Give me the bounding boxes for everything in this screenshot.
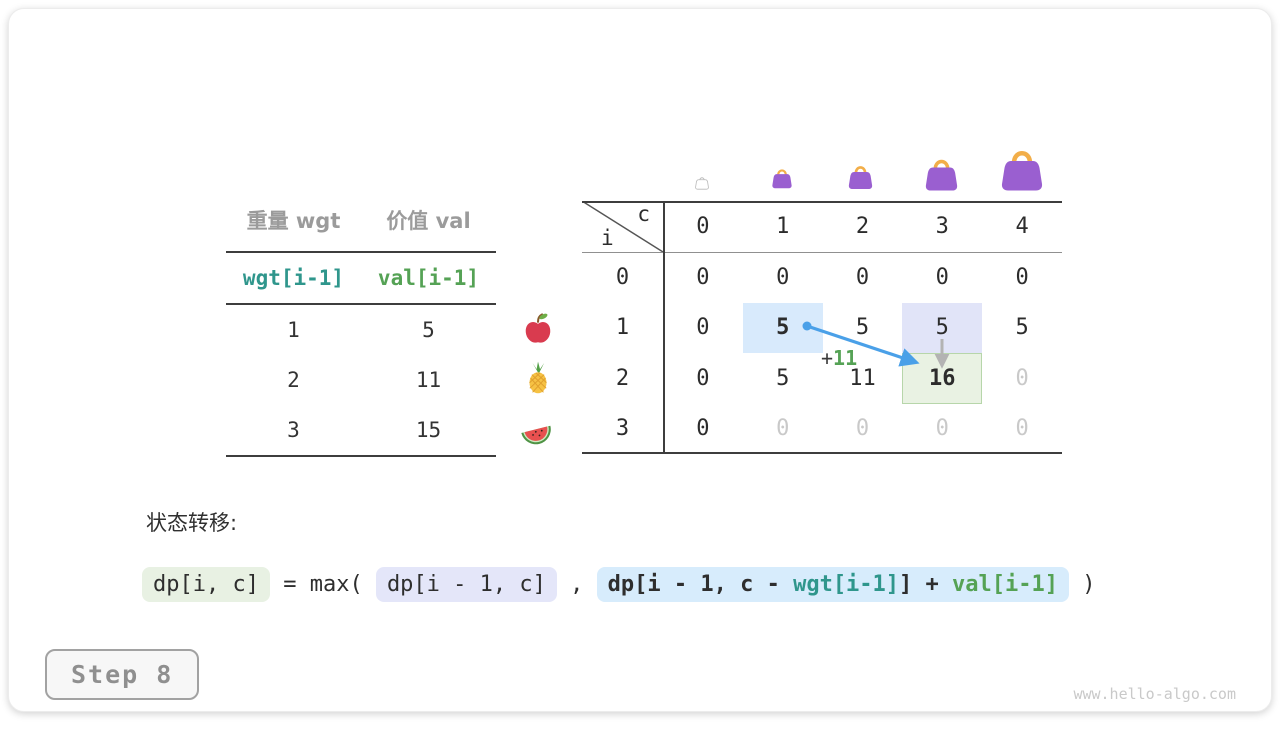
item-3-weight: 3 <box>226 405 361 455</box>
dp-cell-2-3-result-highlight: 16 <box>902 353 982 404</box>
dp-cell-0-1: 0 <box>743 252 823 303</box>
dp-cell-3-1: 0 <box>743 404 823 455</box>
dp-cell-3-3: 0 <box>902 404 982 455</box>
dp-cell-3-4: 0 <box>982 404 1062 455</box>
dp-col-header-2: 2 <box>823 201 903 252</box>
item-row-3: 3 15 <box>226 405 496 455</box>
arg2-val-token: val[i-1] <box>952 572 1058 597</box>
formula-arg1-pill: dp[i - 1, c] <box>376 567 557 602</box>
item-2-value: 11 <box>361 355 496 405</box>
empty-bag-icon <box>694 174 710 190</box>
formula-lhs-pill: dp[i, c] <box>142 567 270 602</box>
dp-cell-3-2: 0 <box>823 404 903 455</box>
dp-cell-2-0: 0 <box>663 353 743 404</box>
items-table-divider <box>226 455 496 457</box>
dp-col-header-1: 1 <box>743 201 823 252</box>
dp-vertical-rule <box>663 201 665 454</box>
bag-icon-capacity-4 <box>997 142 1047 194</box>
arg2-mid: ] + <box>899 572 952 597</box>
value-column-header: 价值 val <box>361 205 496 251</box>
item-1-weight: 1 <box>226 305 361 355</box>
dp-cell-0-3: 0 <box>902 252 982 303</box>
formula-eq-max: = max( <box>270 572 376 597</box>
arg2-prefix: dp[i - 1, c - <box>608 572 793 597</box>
watermark: www.hello-algo.com <box>1073 685 1236 703</box>
row-var-label: i <box>601 226 614 250</box>
dp-col-header-0: 0 <box>663 201 743 252</box>
col-var-label: c <box>637 202 650 226</box>
formula-comma: , <box>557 572 597 597</box>
item-2-weight: 2 <box>226 355 361 405</box>
item-row-1: 1 5 <box>226 305 496 355</box>
dp-row-header-1: 1 <box>582 303 663 354</box>
dp-col-header-3: 3 <box>902 201 982 252</box>
apple-icon <box>521 311 555 345</box>
figure-card: 重量 wgt 价值 val wgt[i-1] val[i-1] 1 5 2 11… <box>8 8 1272 712</box>
dp-cell-0-4: 0 <box>982 252 1062 303</box>
dp-cell-1-4: 5 <box>982 303 1062 354</box>
formula-close-paren: ) <box>1069 572 1096 597</box>
wgt-var-label: wgt[i-1] <box>226 253 361 303</box>
state-transition-label: 状态转移: <box>146 507 237 537</box>
dp-row-header-2: 2 <box>582 353 663 404</box>
plus-sign: + <box>821 346 833 370</box>
items-var-row: wgt[i-1] val[i-1] <box>226 253 496 303</box>
added-value: 11 <box>833 346 857 370</box>
dp-cell-1-0: 0 <box>663 303 743 354</box>
transition-annotation: +11 <box>821 346 857 370</box>
state-transition-formula: dp[i, c] = max( dp[i - 1, c] , dp[i - 1,… <box>142 567 1096 602</box>
weight-column-header: 重量 wgt <box>226 205 361 251</box>
formula-arg2-pill: dp[i - 1, c - wgt[i-1]] + val[i-1] <box>597 567 1069 602</box>
dp-cell-1-3-compare-highlight: 5 <box>902 303 982 354</box>
items-header-row: 重量 wgt 价值 val <box>226 205 496 251</box>
watermelon-icon <box>519 413 553 447</box>
dp-cell-2-1: 5 <box>743 353 823 404</box>
dp-header-rule <box>582 252 1062 253</box>
bag-icon-capacity-2 <box>846 161 875 191</box>
bag-icon-capacity-1 <box>770 165 794 190</box>
corner-diagonal-line <box>582 201 663 252</box>
dp-bottom-rule <box>582 452 1062 454</box>
item-1-value: 5 <box>361 305 496 355</box>
arg2-wgt-token: wgt[i-1] <box>793 572 899 597</box>
dp-cell-0-2: 0 <box>823 252 903 303</box>
pineapple-icon <box>521 361 555 395</box>
dp-cell-0-0: 0 <box>663 252 743 303</box>
dp-col-header-4: 4 <box>982 201 1062 252</box>
dp-cell-1-1-source-highlight: 5 <box>743 303 823 354</box>
item-row-2: 2 11 <box>226 355 496 405</box>
dp-row-header-0: 0 <box>582 252 663 303</box>
dp-cell-2-4: 0 <box>982 353 1062 404</box>
bag-icon-capacity-3 <box>922 153 961 193</box>
dp-table: c i 0 1 2 3 4 0 0 0 0 0 0 1 0 5 5 5 5 2 … <box>582 201 1062 454</box>
step-badge: Step 8 <box>45 649 199 700</box>
dp-corner-cell: c i <box>582 201 663 252</box>
val-var-label: val[i-1] <box>361 253 496 303</box>
dp-cell-3-0: 0 <box>663 404 743 455</box>
item-3-value: 15 <box>361 405 496 455</box>
dp-row-header-3: 3 <box>582 404 663 455</box>
items-table: 重量 wgt 价值 val wgt[i-1] val[i-1] 1 5 2 11… <box>226 205 496 457</box>
dp-top-rule <box>582 201 1062 203</box>
